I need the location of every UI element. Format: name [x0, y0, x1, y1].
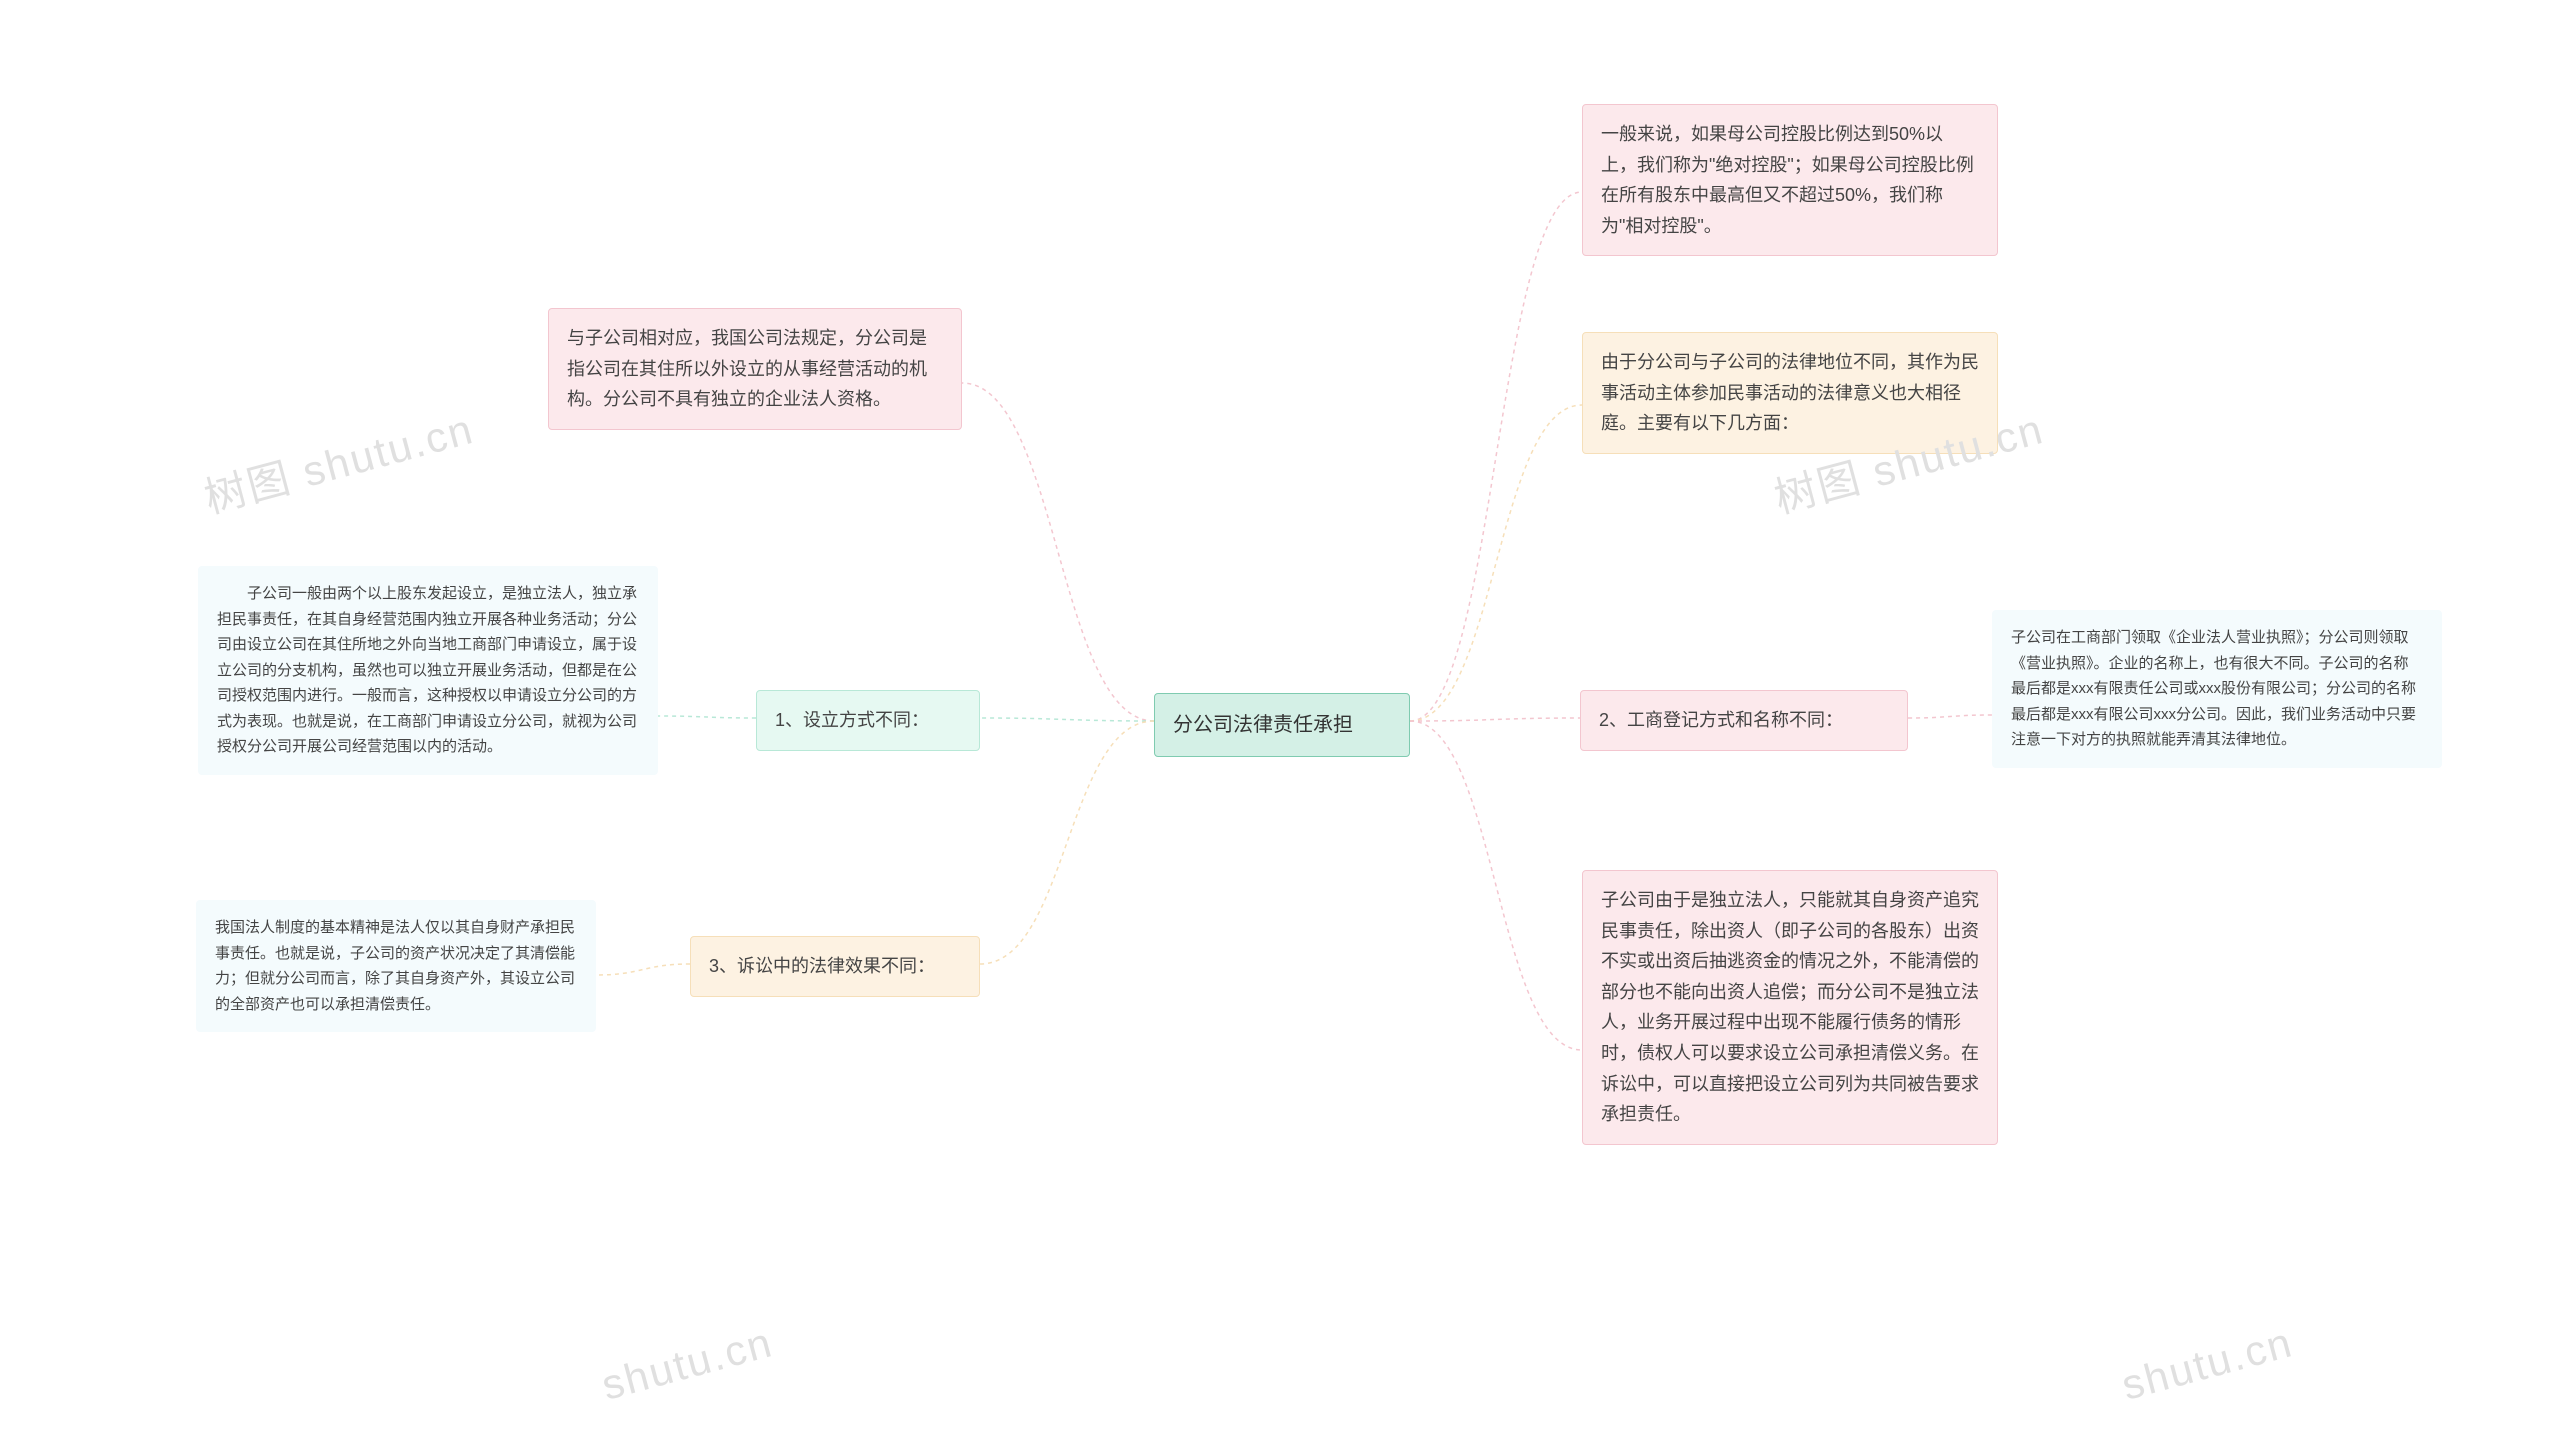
right-branch-2[interactable]: 2、工商登记方式和名称不同：	[1580, 690, 1908, 751]
left-branch-1[interactable]: 1、设立方式不同：	[756, 690, 980, 751]
right-branch-3[interactable]: 子公司由于是独立法人，只能就其自身资产追究民事责任，除出资人（即子公司的各股东）…	[1582, 870, 1998, 1145]
left-branch-2-child-0[interactable]: 我国法人制度的基本精神是法人仅以其自身财产承担民事责任。也就是说，子公司的资产状…	[196, 900, 596, 1032]
watermark-2: shutu.cn	[597, 1318, 778, 1410]
root-node[interactable]: 分公司法律责任承担	[1154, 693, 1410, 757]
right-branch-2-child-0[interactable]: 子公司在工商部门领取《企业法人营业执照》；分公司则领取《营业执照》。企业的名称上…	[1992, 610, 2442, 768]
left-branch-2[interactable]: 3、诉讼中的法律效果不同：	[690, 936, 980, 997]
left-branch-0[interactable]: 与子公司相对应，我国公司法规定，分公司是指公司在其住所以外设立的从事经营活动的机…	[548, 308, 962, 430]
watermark-0: 树图 shutu.cn	[197, 395, 480, 525]
left-branch-1-child-0[interactable]: 子公司一般由两个以上股东发起设立，是独立法人，独立承担民事责任，在其自身经营范围…	[198, 566, 658, 775]
right-branch-1[interactable]: 由于分公司与子公司的法律地位不同，其作为民事活动主体参加民事活动的法律意义也大相…	[1582, 332, 1998, 454]
right-branch-0[interactable]: 一般来说，如果母公司控股比例达到50%以上，我们称为"绝对控股"；如果母公司控股…	[1582, 104, 1998, 256]
watermark-3: shutu.cn	[2117, 1318, 2298, 1410]
